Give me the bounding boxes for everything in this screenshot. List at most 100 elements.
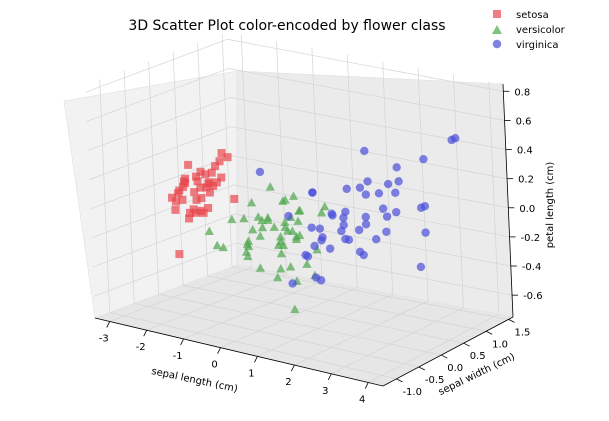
x-grid-floor	[294, 300, 429, 366]
x-tick-label: -2	[136, 342, 146, 353]
x-grid-floor	[109, 267, 252, 322]
z-grid-back	[228, 68, 505, 121]
data-point-versicolor	[294, 206, 304, 215]
y-grid-left	[197, 42, 208, 276]
data-point-versicolor	[239, 213, 249, 223]
data-point-virginica	[416, 203, 426, 212]
data-point-setosa	[230, 194, 239, 203]
data-point-virginica	[359, 250, 368, 260]
data-point-virginica	[310, 241, 319, 251]
data-point-virginica	[363, 177, 372, 186]
z-grid-left	[85, 38, 228, 93]
x-tick	[217, 347, 221, 354]
data-point-setosa	[205, 188, 214, 197]
data-point-virginica	[342, 184, 351, 194]
z-tick-label: 0.0	[519, 204, 535, 215]
z-grid-left	[90, 155, 233, 210]
z-tick-label: 0.2	[518, 175, 534, 186]
data-point-setosa	[204, 204, 213, 213]
data-point-virginica	[447, 135, 456, 145]
data-point-versicolor	[265, 182, 275, 191]
x-tick	[327, 373, 332, 380]
data-point-versicolor	[257, 222, 268, 232]
data-point-virginica	[394, 177, 403, 186]
y-grid-left	[148, 61, 160, 295]
data-point-virginica	[288, 279, 297, 288]
x-grid-floor	[368, 314, 500, 383]
z-grid-back	[230, 126, 508, 180]
x-grid-floor	[146, 274, 287, 331]
data-point-setosa	[201, 170, 210, 179]
legend-label-virginica: virginica	[516, 40, 559, 51]
data-point-virginica	[308, 188, 317, 197]
data-point-versicolor	[269, 222, 279, 231]
data-point-setosa	[193, 177, 202, 186]
data-point-virginica	[328, 211, 337, 220]
y-tick-label: 0.0	[447, 363, 463, 374]
data-point-versicolor	[255, 231, 265, 240]
data-point-virginica	[325, 244, 335, 253]
y-tick-label: 0.5	[470, 351, 486, 362]
y-grid-floor	[158, 293, 442, 356]
data-point-virginica	[392, 207, 401, 217]
data-point-versicolor	[243, 236, 254, 245]
y-tick	[485, 330, 493, 335]
x-axis-label: sepal length (cm)	[150, 366, 238, 395]
data-point-versicolor	[286, 262, 296, 271]
x-grid-floor	[257, 294, 393, 357]
data-point-virginica	[307, 223, 316, 232]
x-grid-back	[453, 74, 464, 308]
x-grid-back	[276, 41, 287, 275]
data-point-setosa	[175, 250, 184, 259]
data-point-virginica	[416, 262, 426, 272]
x-tick-label: 2	[285, 377, 291, 388]
data-point-versicolor	[243, 251, 253, 261]
data-point-setosa	[181, 174, 190, 183]
data-point-versicolor	[276, 264, 286, 273]
data-point-virginica	[318, 233, 327, 242]
data-point-setosa	[191, 208, 200, 217]
data-point-virginica	[301, 250, 310, 260]
data-point-versicolor	[273, 272, 283, 282]
x-tick-label: 1	[248, 368, 254, 379]
legend-label-setosa: setosa	[516, 10, 549, 21]
legend-marker-virginica	[492, 39, 502, 49]
legend: setosa versicolor virginica	[492, 10, 566, 51]
data-point-versicolor	[255, 263, 266, 272]
z-grid-left	[87, 97, 230, 151]
y-tick	[396, 378, 403, 383]
y-grid-floor	[134, 303, 419, 368]
z-grid-back	[229, 97, 506, 150]
data-point-versicolor	[288, 191, 299, 200]
data-point-virginica	[383, 179, 393, 189]
y-tick	[441, 354, 448, 359]
data-point-setosa	[192, 172, 201, 181]
data-point-setosa	[171, 197, 180, 206]
y-tick	[508, 319, 515, 323]
x-tick	[254, 356, 258, 363]
data-point-setosa	[179, 182, 188, 191]
x-grid-back	[382, 61, 394, 295]
y-tick-label: 1.0	[492, 339, 508, 350]
x-grid-back	[346, 54, 358, 288]
x-tick	[291, 364, 295, 372]
data-point-virginica	[311, 273, 321, 282]
data-point-versicolor	[276, 236, 286, 246]
data-point-versicolor	[276, 248, 287, 258]
legend-marker-setosa	[493, 10, 501, 18]
data-point-virginica	[361, 220, 371, 229]
z-tick-label: -0.2	[521, 233, 541, 244]
z-grid-left	[93, 242, 237, 297]
z-tick-label: -0.4	[522, 262, 542, 273]
data-point-versicolor	[212, 240, 222, 250]
data-point-virginica	[374, 189, 384, 198]
data-point-versicolor	[276, 232, 286, 241]
chart-title: 3D Scatter Plot color-encoded by flower …	[128, 18, 445, 34]
y-grid-left	[99, 79, 111, 313]
y-tick	[418, 366, 426, 371]
data-point-virginica	[341, 207, 350, 216]
data-point-setosa	[190, 188, 199, 197]
tick-labels: -3-2-101234-1.0-0.50.00.51.01.5-0.6-0.4-…	[99, 87, 543, 405]
y-tick	[463, 342, 470, 347]
